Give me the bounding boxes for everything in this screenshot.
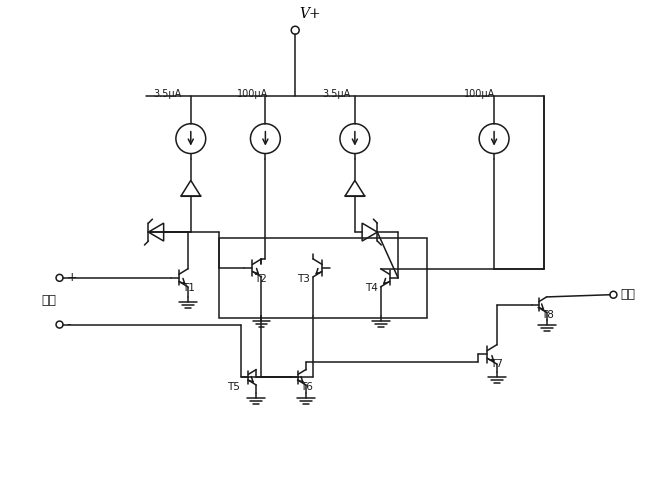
Text: T6: T6 (300, 382, 313, 392)
Text: +: + (66, 271, 77, 284)
Text: 100μA: 100μA (464, 89, 495, 99)
Text: T2: T2 (254, 274, 268, 284)
Text: T7: T7 (490, 359, 503, 370)
Text: T5: T5 (226, 382, 240, 392)
Text: 3.5μA: 3.5μA (153, 89, 181, 99)
Text: 100μA: 100μA (236, 89, 268, 99)
Text: 输出: 输出 (620, 288, 635, 301)
Text: 输入: 输入 (42, 294, 56, 307)
Text: T4: T4 (365, 283, 378, 293)
Text: T8: T8 (540, 310, 554, 319)
Bar (218, 238, 428, 317)
Text: T1: T1 (182, 283, 195, 293)
Text: T3: T3 (297, 274, 310, 284)
Text: V+: V+ (299, 7, 321, 21)
Text: -: - (66, 318, 71, 331)
Text: 3.5μA: 3.5μA (322, 89, 351, 99)
